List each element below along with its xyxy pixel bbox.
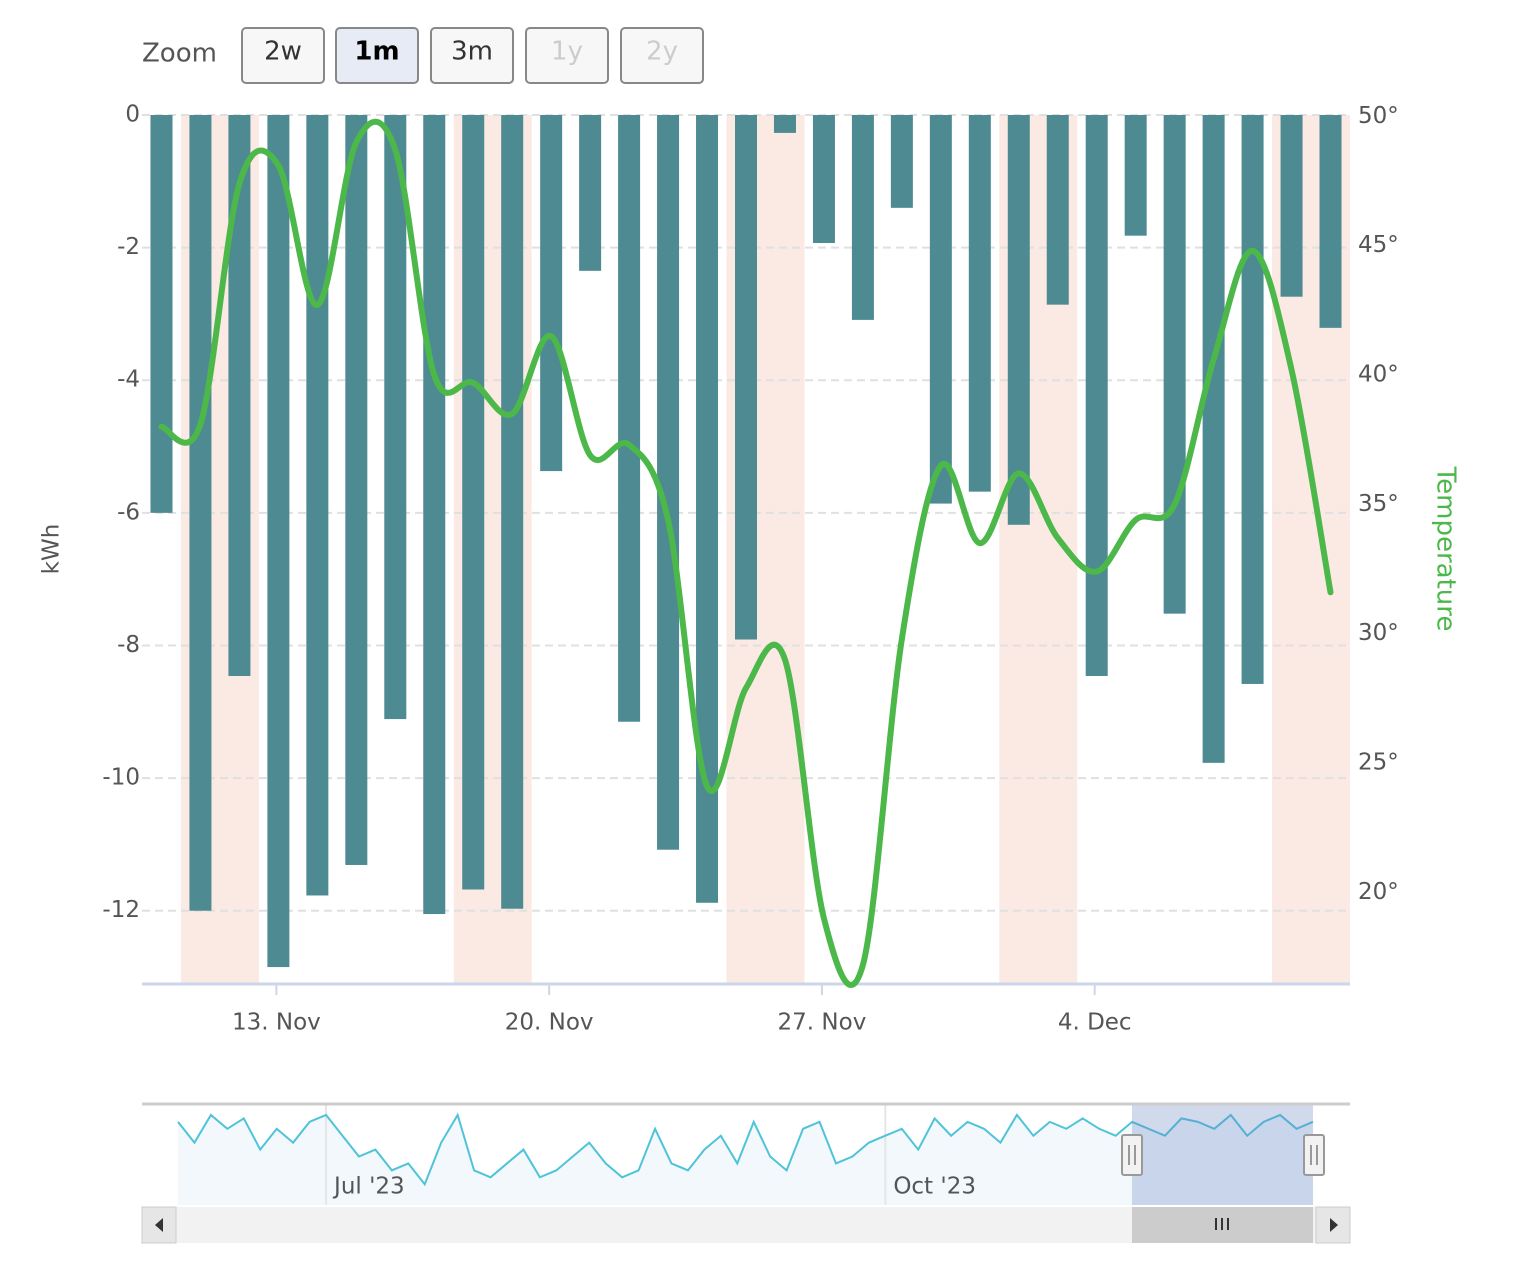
plot: 0 -2 -4 -6 -8 -10 -12 50° 45° 40° 35° 30° 25° 20° 13. …	[102, 102, 1398, 1036]
navigator-line	[177, 1112, 1314, 1187]
range-buttons: 2w 1m 3m 1y 2y	[241, 27, 704, 84]
y2-tick-label: 50°	[1358, 103, 1399, 129]
bar	[579, 115, 602, 271]
navigator-label: Jul '23	[332, 1174, 405, 1200]
navigator-handle[interactable]	[1121, 1134, 1143, 1176]
bar	[1046, 115, 1069, 305]
bar	[735, 115, 757, 640]
bar	[773, 115, 796, 133]
zoom-button[interactable]: 1m	[335, 27, 419, 84]
bar	[228, 115, 251, 676]
bar	[540, 115, 563, 472]
bar	[929, 115, 952, 504]
scrollbar-grip	[1215, 1218, 1229, 1230]
bar	[306, 115, 329, 896]
button-label: 2w	[264, 37, 302, 67]
bar	[150, 115, 173, 513]
bar	[1280, 115, 1303, 297]
bar	[1124, 115, 1147, 236]
bar	[423, 115, 446, 915]
navigator-label: Oct '23	[893, 1174, 976, 1200]
x-tick-label: 13. Nov	[232, 1010, 321, 1036]
bar	[345, 115, 368, 865]
y-tick-label: -8	[117, 632, 140, 658]
button-label: 3m	[451, 37, 493, 67]
y-tick-label: 0	[125, 102, 140, 128]
temperature-line	[158, 118, 1334, 988]
navigator-overlay	[141, 1102, 1351, 1244]
bar	[1241, 115, 1264, 684]
zoom-button[interactable]: 2y	[620, 27, 704, 84]
bar	[501, 115, 524, 909]
button-label: 1m	[354, 37, 399, 67]
bar	[189, 115, 212, 911]
x-tick-label: 20. Nov	[505, 1010, 594, 1036]
zoom-label: Zoom	[142, 39, 217, 69]
y2-tick-label: 30°	[1358, 620, 1399, 646]
bar	[812, 115, 835, 243]
navigator-area	[178, 1114, 1313, 1205]
handle-grip	[1310, 1145, 1318, 1165]
navigator: Jul '23 Oct '23	[177, 1105, 1314, 1205]
y-tick-label: -6	[117, 499, 140, 525]
button-label: 2y	[646, 37, 678, 67]
bar	[696, 115, 719, 903]
button-box	[430, 27, 514, 84]
bar	[267, 115, 290, 968]
button-box	[335, 27, 419, 84]
zoom-button[interactable]: 3m	[430, 27, 514, 84]
y2-tick-label: 25°	[1358, 750, 1399, 776]
bar	[1202, 115, 1225, 763]
bar	[1085, 115, 1108, 676]
bar	[1007, 115, 1030, 525]
bar	[1163, 115, 1186, 614]
y2-tick-label: 35°	[1358, 491, 1399, 517]
handle-grip	[1128, 1145, 1136, 1165]
navigator-mask[interactable]	[1132, 1105, 1313, 1205]
y2-axis-title: Temperature	[1431, 466, 1461, 632]
y-tick-label: -2	[117, 234, 140, 260]
y-tick-label: -4	[117, 367, 140, 393]
navigator-handle[interactable]	[1303, 1134, 1325, 1176]
bar	[1319, 115, 1342, 328]
button-box	[620, 27, 704, 84]
button-box	[241, 27, 325, 84]
y2-tick-label: 45°	[1358, 232, 1399, 258]
x-tick-label: 27. Nov	[778, 1010, 867, 1036]
y2-tick-label: 40°	[1358, 362, 1399, 388]
bar	[618, 115, 641, 722]
bar	[657, 115, 680, 850]
zoom-button[interactable]: 1y	[525, 27, 609, 84]
button-label: 1y	[551, 37, 583, 67]
y-axis-title: kWh	[39, 524, 65, 575]
bar	[462, 115, 485, 890]
arrow-left	[155, 1218, 163, 1232]
bar	[851, 115, 874, 320]
zoom-button[interactable]: 2w	[241, 27, 325, 84]
y2-tick-label: 20°	[1358, 879, 1399, 905]
y-tick-label: -10	[102, 765, 140, 791]
button-box	[525, 27, 609, 84]
bar	[968, 115, 991, 492]
y-tick-label: -12	[102, 897, 140, 923]
arrow-right	[1330, 1218, 1338, 1232]
x-tick-label: 4. Dec	[1058, 1010, 1132, 1036]
bar	[384, 115, 407, 720]
bar	[890, 115, 913, 208]
